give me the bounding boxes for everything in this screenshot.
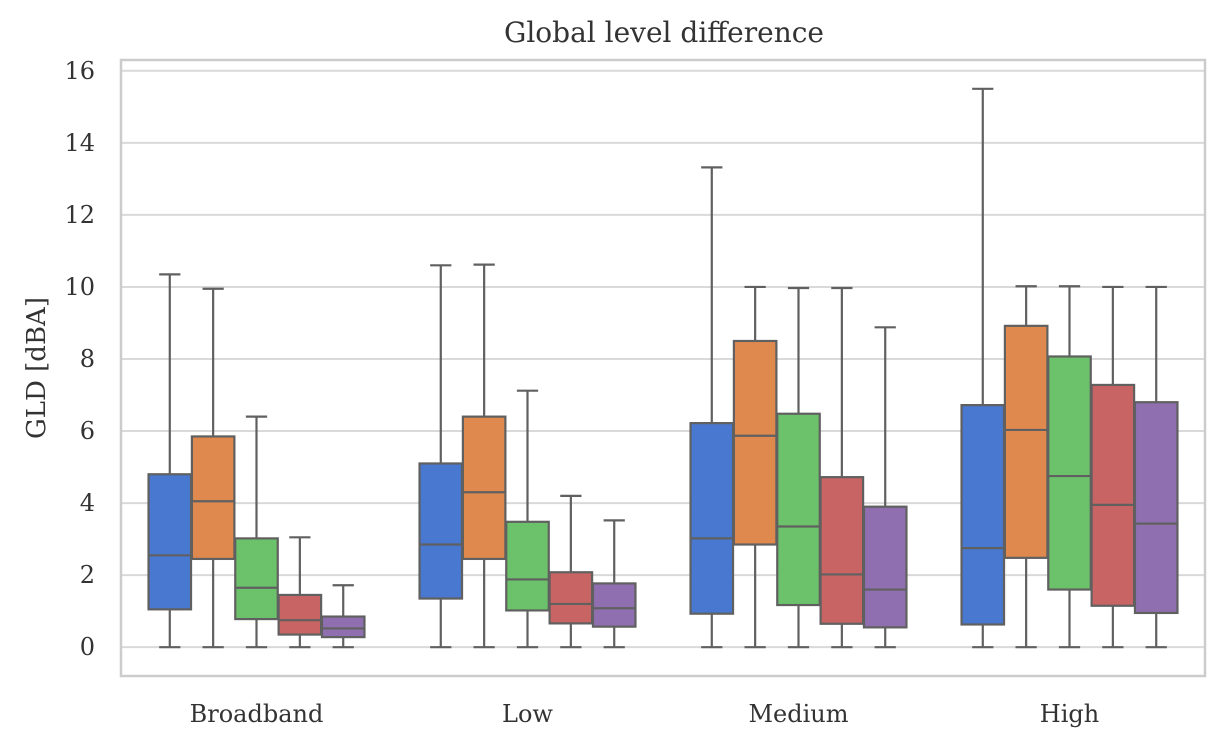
- y-tick-label: 4: [80, 489, 95, 517]
- box-medium-2: [732, 285, 778, 649]
- box-body: [960, 404, 1006, 626]
- box-high-3: [1047, 285, 1092, 649]
- box-body: [591, 582, 637, 628]
- box-body: [1047, 355, 1092, 591]
- box-body: [147, 473, 193, 611]
- y-tick-label: 12: [64, 201, 95, 229]
- box-body: [819, 476, 865, 625]
- x-tick-label: Medium: [748, 700, 848, 728]
- box-broadband-2: [190, 287, 236, 649]
- box-medium-4: [819, 286, 865, 649]
- box-broadband-3: [234, 415, 279, 649]
- box-high-2: [1003, 285, 1049, 649]
- box-body: [862, 505, 908, 629]
- y-tick-label: 0: [80, 633, 95, 661]
- x-tick-label: High: [1040, 700, 1099, 728]
- y-tick-label: 2: [80, 561, 95, 589]
- box-body: [461, 415, 507, 561]
- grid-lines: [121, 69, 1205, 649]
- box-broadband-1: [147, 273, 193, 649]
- box-body: [1090, 383, 1136, 607]
- box-high-4: [1090, 285, 1136, 649]
- box-high-1: [960, 87, 1006, 649]
- box-low-1: [418, 264, 464, 649]
- box-body: [418, 462, 464, 600]
- box-body: [505, 520, 550, 612]
- box-body: [1133, 401, 1179, 615]
- y-tick-label: 8: [80, 345, 95, 373]
- box-low-5: [591, 519, 637, 649]
- box-body: [689, 422, 735, 615]
- x-axis-ticks: Broadband Low Medium High: [190, 700, 1100, 728]
- box-body: [732, 339, 778, 546]
- box-body: [320, 615, 366, 639]
- box-body: [234, 537, 279, 621]
- boxes-layer: [147, 87, 1179, 649]
- box-body: [277, 593, 323, 636]
- box-low-3: [505, 389, 550, 649]
- box-medium-5: [862, 326, 908, 649]
- box-body: [776, 412, 821, 607]
- box-low-4: [548, 494, 594, 649]
- y-tick-label: 14: [64, 129, 95, 157]
- box-low-2: [461, 263, 507, 649]
- box-broadband-5: [320, 584, 366, 649]
- box-broadband-4: [277, 536, 323, 649]
- box-high-5: [1133, 285, 1179, 649]
- box-body: [190, 435, 236, 561]
- y-tick-label: 6: [80, 417, 95, 445]
- box-body: [548, 571, 594, 625]
- x-tick-label: Broadband: [190, 700, 324, 728]
- box-body: [1003, 324, 1049, 559]
- y-axis-ticks: 0 2 4 6 8 10 12 14 16: [64, 57, 95, 661]
- plot-frame: [119, 58, 1207, 678]
- x-tick-label: Low: [502, 700, 553, 728]
- box-medium-3: [776, 286, 821, 649]
- box-medium-1: [689, 166, 735, 649]
- y-tick-label: 10: [64, 273, 95, 301]
- y-tick-label: 16: [64, 57, 95, 85]
- y-axis-label: GLD [dBA]: [22, 297, 52, 439]
- chart-title: Global level difference: [504, 16, 824, 49]
